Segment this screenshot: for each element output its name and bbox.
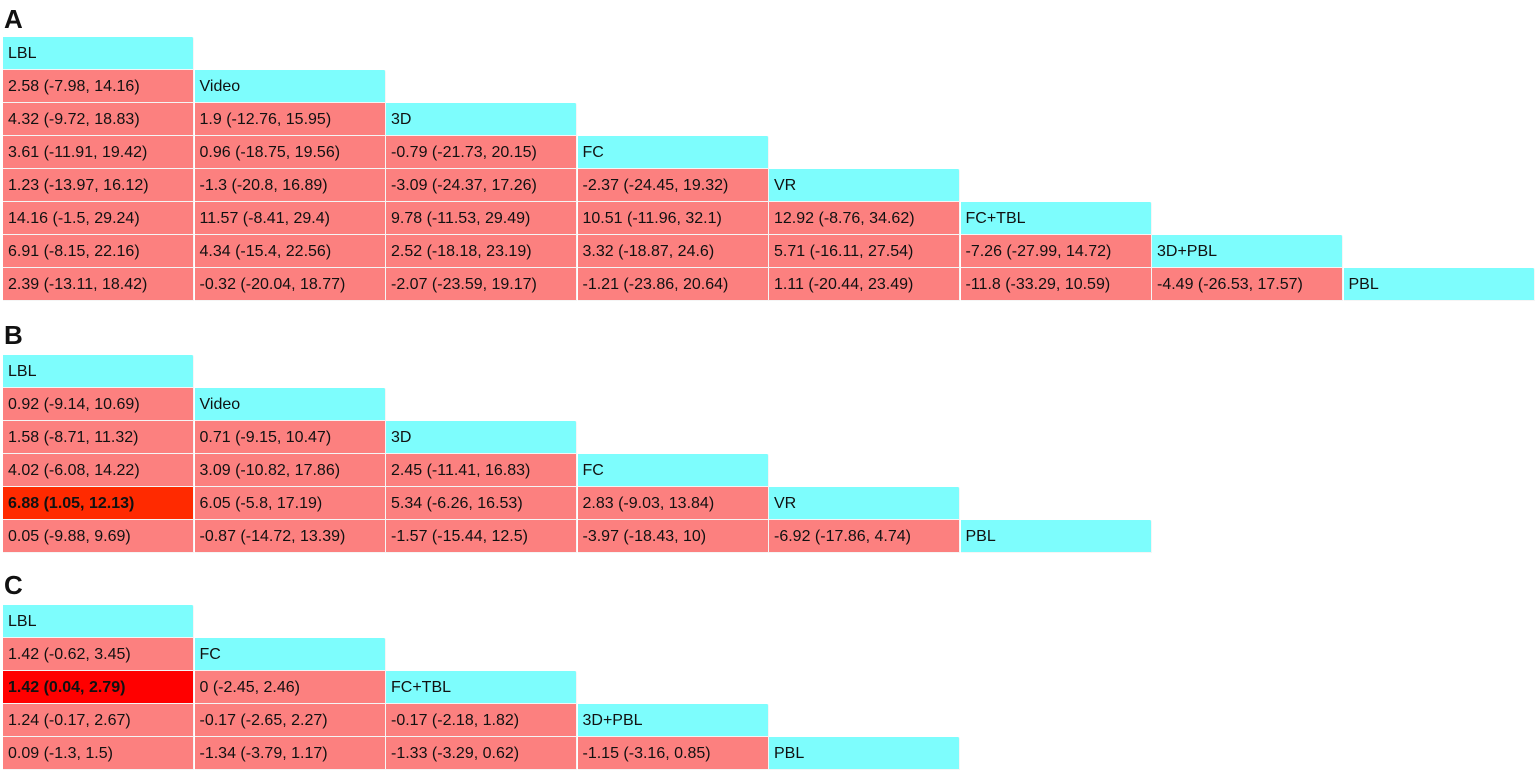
comparison-cell: 1.9 (-12.76, 15.95) [194,103,386,136]
comparison-cell: 1.42 (-0.62, 3.45) [3,638,194,671]
treatment-header: LBL [3,355,194,388]
treatment-header: LBL [3,37,194,70]
comparison-cell: 2.83 (-9.03, 13.84) [577,487,769,520]
comparison-cell: 11.57 (-8.41, 29.4) [194,202,386,235]
treatment-header: FC+TBL [960,202,1152,235]
comparison-cell: -1.3 (-20.8, 16.89) [194,169,386,202]
panel-label-b: B [4,320,23,350]
comparison-cell: 14.16 (-1.5, 29.24) [3,202,194,235]
comparison-cell: 0.05 (-9.88, 9.69) [3,520,194,553]
comparison-cell: -0.87 (-14.72, 13.39) [194,520,386,553]
comparison-cell: -1.57 (-15.44, 12.5) [386,520,577,553]
comparison-cell: 10.51 (-11.96, 32.1) [577,202,769,235]
comparison-cell: 0.96 (-18.75, 19.56) [194,136,386,169]
comparison-cell: 3.09 (-10.82, 17.86) [194,454,386,487]
comparison-cell: -3.97 (-18.43, 10) [577,520,769,553]
comparison-cell: 1.11 (-20.44, 23.49) [769,268,960,301]
comparison-cell: 0.71 (-9.15, 10.47) [194,421,386,454]
treatment-header: Video [194,70,386,103]
comparison-cell: -1.34 (-3.79, 1.17) [194,737,386,770]
treatment-header: PBL [960,520,1152,553]
comparison-cell: -0.79 (-21.73, 20.15) [386,136,577,169]
comparison-cell: 1.58 (-8.71, 11.32) [3,421,194,454]
comparison-cell: -4.49 (-26.53, 17.57) [1152,268,1343,301]
comparison-cell: 6.05 (-5.8, 17.19) [194,487,386,520]
significant-comparison-cell: 6.88 (1.05, 12.13) [3,487,194,520]
treatment-header: VR [769,169,960,202]
panel-label-c: C [4,570,23,600]
comparison-cell: -6.92 (-17.86, 4.74) [769,520,960,553]
treatment-header: FC [194,638,386,671]
comparison-cell: 1.23 (-13.97, 16.12) [3,169,194,202]
comparison-cell: 2.45 (-11.41, 16.83) [386,454,577,487]
comparison-cell: 3.32 (-18.87, 24.6) [577,235,769,268]
panel-label-a: A [4,4,23,34]
comparison-cell: -7.26 (-27.99, 14.72) [960,235,1152,268]
comparison-cell: 9.78 (-11.53, 29.49) [386,202,577,235]
treatment-header: 3D+PBL [1152,235,1343,268]
treatment-header: VR [769,487,960,520]
treatment-header: FC [577,454,769,487]
comparison-cell: 12.92 (-8.76, 34.62) [769,202,960,235]
treatment-header: PBL [769,737,960,770]
comparison-cell: -0.17 (-2.18, 1.82) [386,704,577,737]
significant-comparison-cell: 1.42 (0.04, 2.79) [3,671,194,704]
treatment-header: FC+TBL [386,671,577,704]
comparison-cell: -11.8 (-33.29, 10.59) [960,268,1152,301]
treatment-header: FC [577,136,769,169]
comparison-cell: 1.24 (-0.17, 2.67) [3,704,194,737]
treatment-header: 3D [386,421,577,454]
comparison-cell: -3.09 (-24.37, 17.26) [386,169,577,202]
comparison-cell: -1.15 (-3.16, 0.85) [577,737,769,770]
comparison-cell: -2.07 (-23.59, 19.17) [386,268,577,301]
comparison-cell: 5.71 (-16.11, 27.54) [769,235,960,268]
comparison-cell: -2.37 (-24.45, 19.32) [577,169,769,202]
comparison-cell: 6.91 (-8.15, 22.16) [3,235,194,268]
comparison-cell: 5.34 (-6.26, 16.53) [386,487,577,520]
comparison-cell: 0.09 (-1.3, 1.5) [3,737,194,770]
treatment-header: PBL [1343,268,1535,301]
comparison-cell: 2.58 (-7.98, 14.16) [3,70,194,103]
treatment-header: LBL [3,605,194,638]
comparison-cell: 4.02 (-6.08, 14.22) [3,454,194,487]
treatment-header: 3D [386,103,577,136]
comparison-cell: 4.34 (-15.4, 22.56) [194,235,386,268]
comparison-cell: -0.17 (-2.65, 2.27) [194,704,386,737]
comparison-cell: -0.32 (-20.04, 18.77) [194,268,386,301]
comparison-cell: -1.33 (-3.29, 0.62) [386,737,577,770]
comparison-cell: 0 (-2.45, 2.46) [194,671,386,704]
comparison-cell: -1.21 (-23.86, 20.64) [577,268,769,301]
treatment-header: 3D+PBL [577,704,769,737]
comparison-cell: 4.32 (-9.72, 18.83) [3,103,194,136]
comparison-cell: 2.52 (-18.18, 23.19) [386,235,577,268]
treatment-header: Video [194,388,386,421]
comparison-cell: 3.61 (-11.91, 19.42) [3,136,194,169]
comparison-cell: 2.39 (-13.11, 18.42) [3,268,194,301]
comparison-cell: 0.92 (-9.14, 10.69) [3,388,194,421]
